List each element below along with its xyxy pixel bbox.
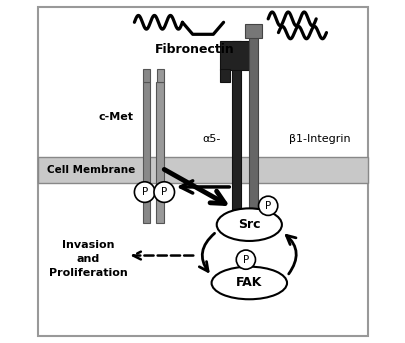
Text: Fibronectin: Fibronectin [154,43,234,56]
Bar [156,82,164,223]
Text: α5-: α5- [202,134,220,144]
Bar [232,41,240,216]
Text: Src: Src [237,218,260,231]
Bar [220,69,229,82]
Text: P: P [242,255,248,265]
Bar [245,24,262,38]
Bar [220,41,252,70]
Bar [156,69,163,82]
Circle shape [134,182,155,202]
Bar [249,34,258,216]
Text: c-Met: c-Met [98,111,133,122]
Ellipse shape [216,209,281,241]
Text: P: P [264,201,271,211]
Circle shape [258,196,277,215]
Bar [142,82,150,223]
Text: FAK: FAK [236,276,262,289]
Text: Invasion
and
Proliferation: Invasion and Proliferation [49,240,127,278]
Circle shape [236,250,255,269]
Text: β1-Integrin: β1-Integrin [288,134,350,144]
FancyArrowPatch shape [199,233,214,271]
Ellipse shape [211,267,286,299]
Bar [38,157,367,182]
Text: P: P [141,187,147,197]
Bar [143,69,149,82]
Circle shape [153,182,174,202]
FancyArrowPatch shape [286,235,296,274]
Text: P: P [161,187,167,197]
Text: Cell Membrane: Cell Membrane [47,165,135,175]
